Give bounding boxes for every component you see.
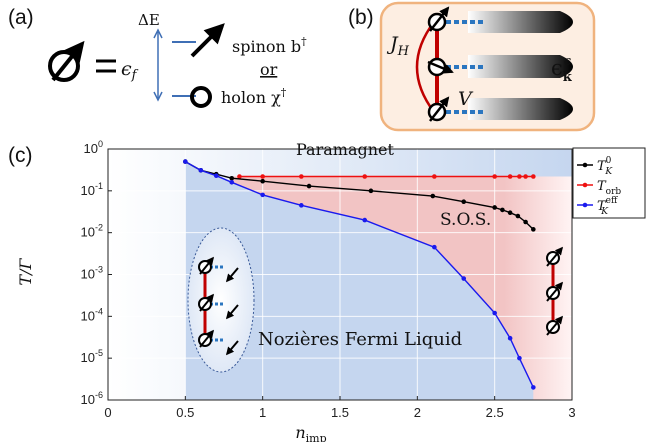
y-tick-label: 10-5 <box>81 348 103 365</box>
data-point-T_K^eff <box>183 159 188 164</box>
data-point-T_K^0 <box>531 227 536 232</box>
equals-sign <box>96 59 116 73</box>
x-tick-label: 2.5 <box>486 405 504 420</box>
data-point-T_orb <box>362 174 368 179</box>
data-point-T_orb <box>492 174 497 179</box>
legend-label-T_K^eff: Teff K <box>597 196 618 217</box>
data-point-T_orb <box>237 174 242 179</box>
legend-label-T_orb: Torb <box>597 179 621 197</box>
y-tick-label: 10-1 <box>81 181 103 198</box>
y-tick-label: 100 <box>84 139 103 156</box>
hund-coupling-arc <box>415 21 435 113</box>
data-point-T_K^eff <box>198 167 204 173</box>
lead-bottom <box>468 98 573 120</box>
spin-icon <box>427 57 454 77</box>
spin-icon <box>198 329 239 356</box>
data-point-T_K^eff <box>229 179 235 185</box>
delta-e-arrow <box>153 28 163 102</box>
y-tick-label: 10-4 <box>81 306 103 323</box>
data-point-T_K^0 <box>430 193 436 199</box>
sos-inset <box>546 246 564 336</box>
data-point-T_orb <box>299 174 304 179</box>
data-point-T_K^eff <box>432 244 437 250</box>
data-point-T_orb <box>517 174 522 179</box>
holon-circle-icon <box>190 86 212 108</box>
spin-icon <box>427 6 450 32</box>
x-tick-label: 2 <box>414 405 421 420</box>
hund-coupling-label: JH <box>386 33 410 59</box>
or-label: or <box>260 60 278 79</box>
data-point-T_K^0 <box>306 183 312 189</box>
paramagnet-label: Paramagnet <box>296 140 395 159</box>
data-point-T_orb <box>531 174 536 179</box>
x-tick-label: 1.5 <box>331 405 349 420</box>
y-tick-label: 10-2 <box>81 223 103 240</box>
data-point-T_orb <box>507 174 513 179</box>
spinon-arrow-icon <box>190 23 225 58</box>
panel-a-letter: (a) <box>8 6 34 29</box>
data-point-T_K^eff <box>492 310 497 316</box>
data-point-T_K^0 <box>461 199 467 204</box>
data-point-T_K^eff <box>507 335 513 341</box>
sos-label: S.O.S. <box>440 210 491 230</box>
data-point-T_K^0 <box>368 188 374 194</box>
data-point-T_orb <box>523 174 528 179</box>
data-point-T_K^eff <box>531 385 536 390</box>
legend-marker-T_K^eff <box>582 202 588 208</box>
impurity-spin-icon <box>48 40 85 82</box>
fermi-liquid-inset <box>187 227 255 373</box>
data-point-T_K^0 <box>507 210 513 216</box>
data-point-T_K^0 <box>229 175 235 181</box>
data-point-T_K^eff <box>517 355 522 361</box>
panel-c: (c) 0 0.5 1 1.5 2 2.5 3 100 10-1 10-2 10-3 10-4 10-5… <box>8 139 646 442</box>
spinon-label: spinon b† <box>232 35 307 56</box>
legend-label-T_K^0: T0 K <box>597 156 613 177</box>
lead-middle <box>468 55 573 78</box>
data-point-T_K^eff <box>299 203 304 208</box>
data-point-T_orb <box>432 174 437 179</box>
epsilon-f-label: ϵf <box>121 58 139 83</box>
spin-icon <box>198 293 239 320</box>
data-point-T_K^eff <box>213 173 219 179</box>
x-tick-label: 0 <box>104 405 111 420</box>
x-axis-label: nimp <box>295 423 326 442</box>
data-point-T_K^0 <box>523 219 528 225</box>
y-tick-label: 10-6 <box>81 390 103 407</box>
data-point-T_K^eff <box>461 276 467 281</box>
y-axis-label: T/Γ <box>16 258 35 286</box>
spin-icon <box>198 256 239 283</box>
fermi-liquid-label: Nozières Fermi Liquid <box>258 329 462 350</box>
data-point-T_K^eff <box>362 217 368 223</box>
data-point-T_K^0 <box>515 213 521 219</box>
spin-icon <box>546 246 564 267</box>
spin-icon <box>546 315 564 336</box>
panel-b: (b) JH V ϵkc <box>348 1 596 132</box>
holon-label: holon χ† <box>221 86 287 107</box>
conduction-energy-label: ϵkc <box>551 54 573 85</box>
axis-ticks: 0 0.5 1 1.5 2 2.5 3 100 10-1 10-2 10-3 10-4 10-5 10-6 <box>81 139 576 420</box>
fermi-liquid-region <box>185 161 534 400</box>
data-point-T_K^0 <box>260 178 265 184</box>
spin-icon <box>427 96 450 122</box>
lead-top <box>468 11 573 33</box>
hybridization-label: V <box>458 88 474 110</box>
x-tick-label: 0.5 <box>176 405 194 420</box>
data-point-T_K^0 <box>492 205 497 210</box>
panel-a: (a) ϵf ΔE spinon b† or holon χ† <box>8 6 307 108</box>
data-point-T_K^0 <box>500 207 505 213</box>
y-tick-label: 10-3 <box>81 265 103 282</box>
legend-marker-T_K^0 <box>582 162 588 168</box>
spin-icon <box>546 281 564 302</box>
data-point-T_K^eff <box>260 192 265 198</box>
panel-b-letter: (b) <box>348 6 374 29</box>
data-point-T_orb <box>260 174 265 179</box>
delta-e-label: ΔE <box>138 11 160 29</box>
data-series <box>183 159 536 390</box>
legend-marker-T_orb <box>582 182 588 188</box>
x-tick-label: 3 <box>568 405 575 420</box>
x-tick-label: 1 <box>259 405 266 420</box>
panel-c-letter: (c) <box>8 144 33 167</box>
